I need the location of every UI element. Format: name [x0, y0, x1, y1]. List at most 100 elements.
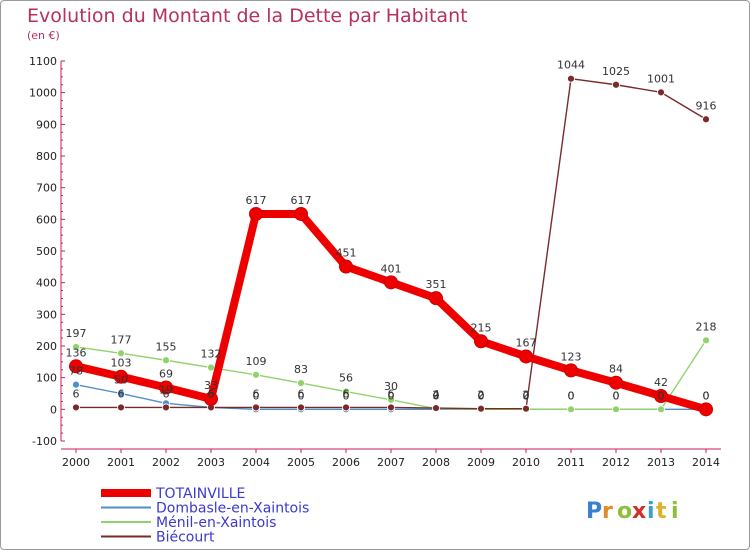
data-label: 1025: [602, 65, 630, 78]
legend-label: Dombasle-en-Xaintois: [156, 501, 309, 517]
data-point: [384, 275, 398, 290]
data-label: 617: [246, 194, 267, 207]
x-tick-label: 2011: [557, 456, 585, 469]
data-point: [297, 379, 305, 387]
data-point: [612, 80, 620, 89]
data-point: [657, 88, 665, 97]
x-tick-label: 2001: [107, 456, 135, 469]
data-label: 103: [111, 357, 132, 370]
x-tick-label: 2002: [152, 456, 180, 469]
data-point: [294, 206, 308, 221]
data-label: 451: [336, 247, 357, 260]
data-point: [69, 359, 83, 374]
data-point: [117, 349, 125, 358]
data-label: 50: [114, 374, 128, 387]
y-tick-label: 1100: [29, 55, 57, 68]
data-label: 6: [208, 387, 215, 400]
y-tick-label: 200: [36, 340, 57, 353]
data-label: 6: [343, 387, 350, 400]
x-tick-label: 2013: [647, 456, 675, 469]
data-label: 0: [523, 389, 530, 402]
data-point: [387, 403, 395, 412]
logo-letter: t: [656, 499, 667, 524]
logo-letter: i: [647, 499, 655, 524]
legend-label: Ménil-en-Xaintois: [156, 515, 276, 531]
data-label: 4: [433, 388, 440, 401]
data-point: [159, 380, 173, 395]
data-label: 617: [291, 194, 312, 207]
data-point: [609, 375, 623, 390]
data-point: [564, 363, 578, 378]
data-label: 56: [339, 372, 353, 385]
y-tick-label: 1000: [29, 87, 57, 100]
data-label: 2: [523, 389, 530, 402]
data-label: 6: [208, 387, 215, 400]
data-point: [207, 363, 215, 372]
x-tick-label: 2006: [332, 456, 360, 469]
chart-title: Evolution du Montant de la Dette par Hab…: [27, 5, 468, 27]
data-label: 0: [703, 389, 710, 402]
data-point: [114, 369, 128, 384]
data-point: [702, 115, 710, 124]
y-tick-label: 600: [36, 213, 57, 226]
data-point: [519, 349, 533, 364]
logo-letter: r: [602, 499, 613, 524]
data-label: 0: [658, 389, 665, 402]
y-tick-label: 400: [36, 277, 57, 290]
series-line-3: [75, 78, 707, 410]
data-point: [72, 380, 80, 389]
data-label: 6: [118, 387, 125, 400]
y-tick-label: 0: [50, 403, 57, 416]
data-label: 351: [426, 278, 447, 291]
data-label: 0: [568, 389, 575, 402]
data-point: [162, 356, 170, 365]
x-tick-label: 2004: [242, 456, 270, 469]
data-point: [657, 405, 665, 414]
data-point: [252, 370, 260, 379]
data-label: 0: [478, 389, 485, 402]
data-point: [702, 336, 710, 345]
data-label: 0: [478, 389, 485, 402]
data-label: 0: [613, 389, 620, 402]
data-point: [567, 74, 575, 83]
x-tick-label: 2010: [512, 456, 540, 469]
data-label: 197: [66, 327, 87, 340]
data-label: 0: [253, 389, 260, 402]
data-label: 1001: [647, 72, 675, 85]
data-point: [522, 404, 530, 413]
unit-label: (en €): [27, 29, 60, 42]
data-point: [342, 387, 350, 396]
data-label: 6: [163, 387, 170, 400]
data-point: [342, 403, 350, 412]
data-point: [567, 405, 575, 414]
data-label: 19: [159, 383, 173, 396]
axes: -100010020030040050060070080090010001100…: [29, 55, 721, 469]
data-label: 6: [73, 387, 80, 400]
data-point: [252, 403, 260, 412]
legend-label: Biécourt: [156, 530, 215, 546]
data-label: 30: [384, 380, 398, 393]
data-point: [429, 291, 443, 306]
data-point: [297, 403, 305, 412]
data-point: [204, 391, 218, 406]
data-label: 0: [298, 389, 305, 402]
x-tick-label: 2008: [422, 456, 450, 469]
data-label: 916: [696, 99, 717, 112]
data-label: 0: [703, 389, 710, 402]
data-label: 6: [253, 387, 260, 400]
x-tick-label: 2000: [62, 456, 90, 469]
data-point: [699, 402, 713, 417]
data-point: [72, 403, 80, 412]
data-label: 0: [568, 389, 575, 402]
x-tick-label: 2009: [467, 456, 495, 469]
logo-letter: x: [632, 499, 646, 524]
legend-label: TOTAINVILLE: [155, 486, 245, 502]
data-point: [72, 343, 80, 351]
data-label: 84: [609, 363, 623, 376]
data-point: [432, 404, 440, 412]
data-label: 6: [298, 387, 305, 400]
series-lines: [69, 74, 713, 417]
